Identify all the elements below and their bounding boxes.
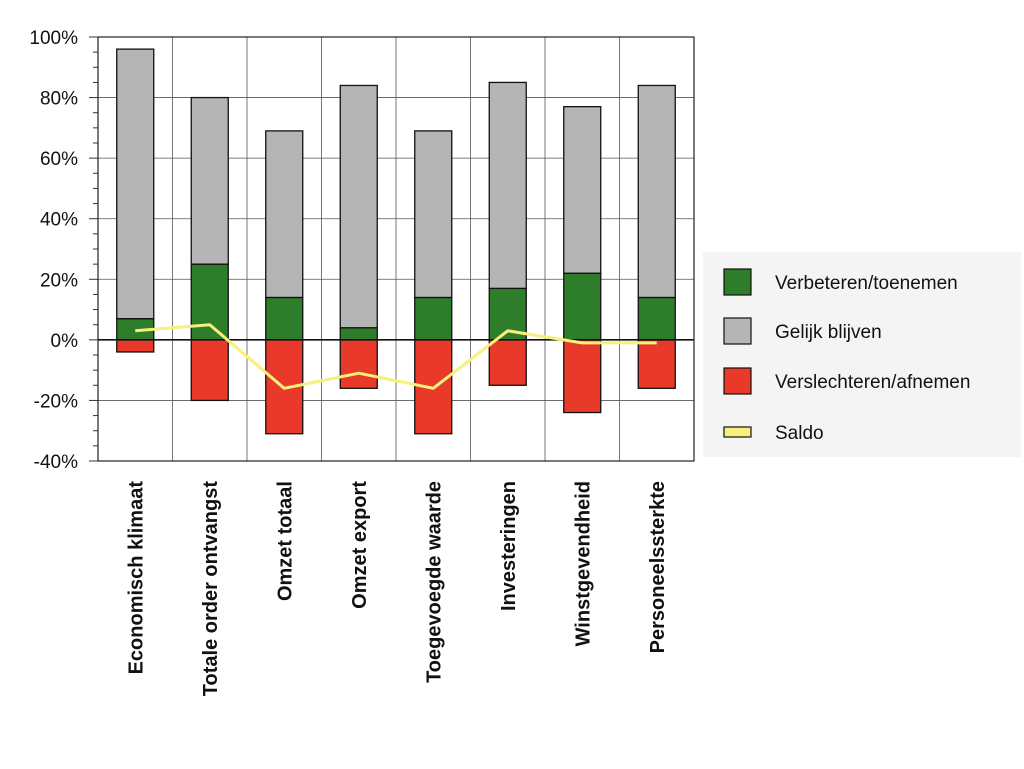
category-label: Personeelssterkte [647,481,669,653]
legend-label: Verslechteren/afnemen [775,372,970,393]
legend-swatch [723,268,752,296]
legend-label: Saldo [775,423,824,444]
y-tick-label: 20% [40,270,78,291]
bar-verslechteren [488,339,527,386]
legend-label: Gelijk blijven [775,322,882,343]
bar-verbeteren [414,296,453,341]
bar-gelijk [414,130,453,299]
category-label: Toegevoegde waarde [423,481,445,683]
y-tick-label: 80% [40,89,78,110]
legend-swatch [723,317,752,345]
legend-box [703,252,1021,457]
category-label: Omzet export [349,481,371,609]
y-tick-label: 100% [29,28,78,49]
y-tick-label: -20% [34,391,78,412]
category-label: Economisch klimaat [125,481,147,675]
y-tick-label: 0% [51,331,79,352]
legend-swatch [723,367,752,395]
bar-verslechteren [190,339,229,402]
category-label: Omzet totaal [274,481,296,601]
legend-label: Verbeteren/toenemen [775,273,958,294]
legend-swatch-saldo [723,426,752,438]
bar-gelijk [190,96,229,265]
y-tick-label: 40% [40,210,78,231]
bar-verbeteren [563,272,602,341]
bar-verslechteren [637,339,676,389]
bar-verslechteren [116,339,155,353]
category-label: Winstgevendheid [572,481,594,646]
bar-gelijk [637,84,676,299]
bar-gelijk [563,106,602,274]
y-tick-label: 60% [40,149,78,170]
bar-verslechteren [339,339,378,389]
plot-border [97,36,695,462]
bar-gelijk [116,48,155,320]
y-tick-label: -40% [34,452,78,473]
bar-verslechteren [563,339,602,414]
bar-gelijk [265,130,304,299]
bar-verbeteren [265,296,304,341]
category-label: Totale order ontvangst [200,481,222,697]
bar-verbeteren [190,263,229,341]
bar-verbeteren [637,296,676,341]
bar-verbeteren [339,327,378,341]
category-label: Investeringen [498,481,520,611]
bar-gelijk [339,84,378,329]
bar-gelijk [488,81,527,290]
saldo-line [135,323,657,390]
